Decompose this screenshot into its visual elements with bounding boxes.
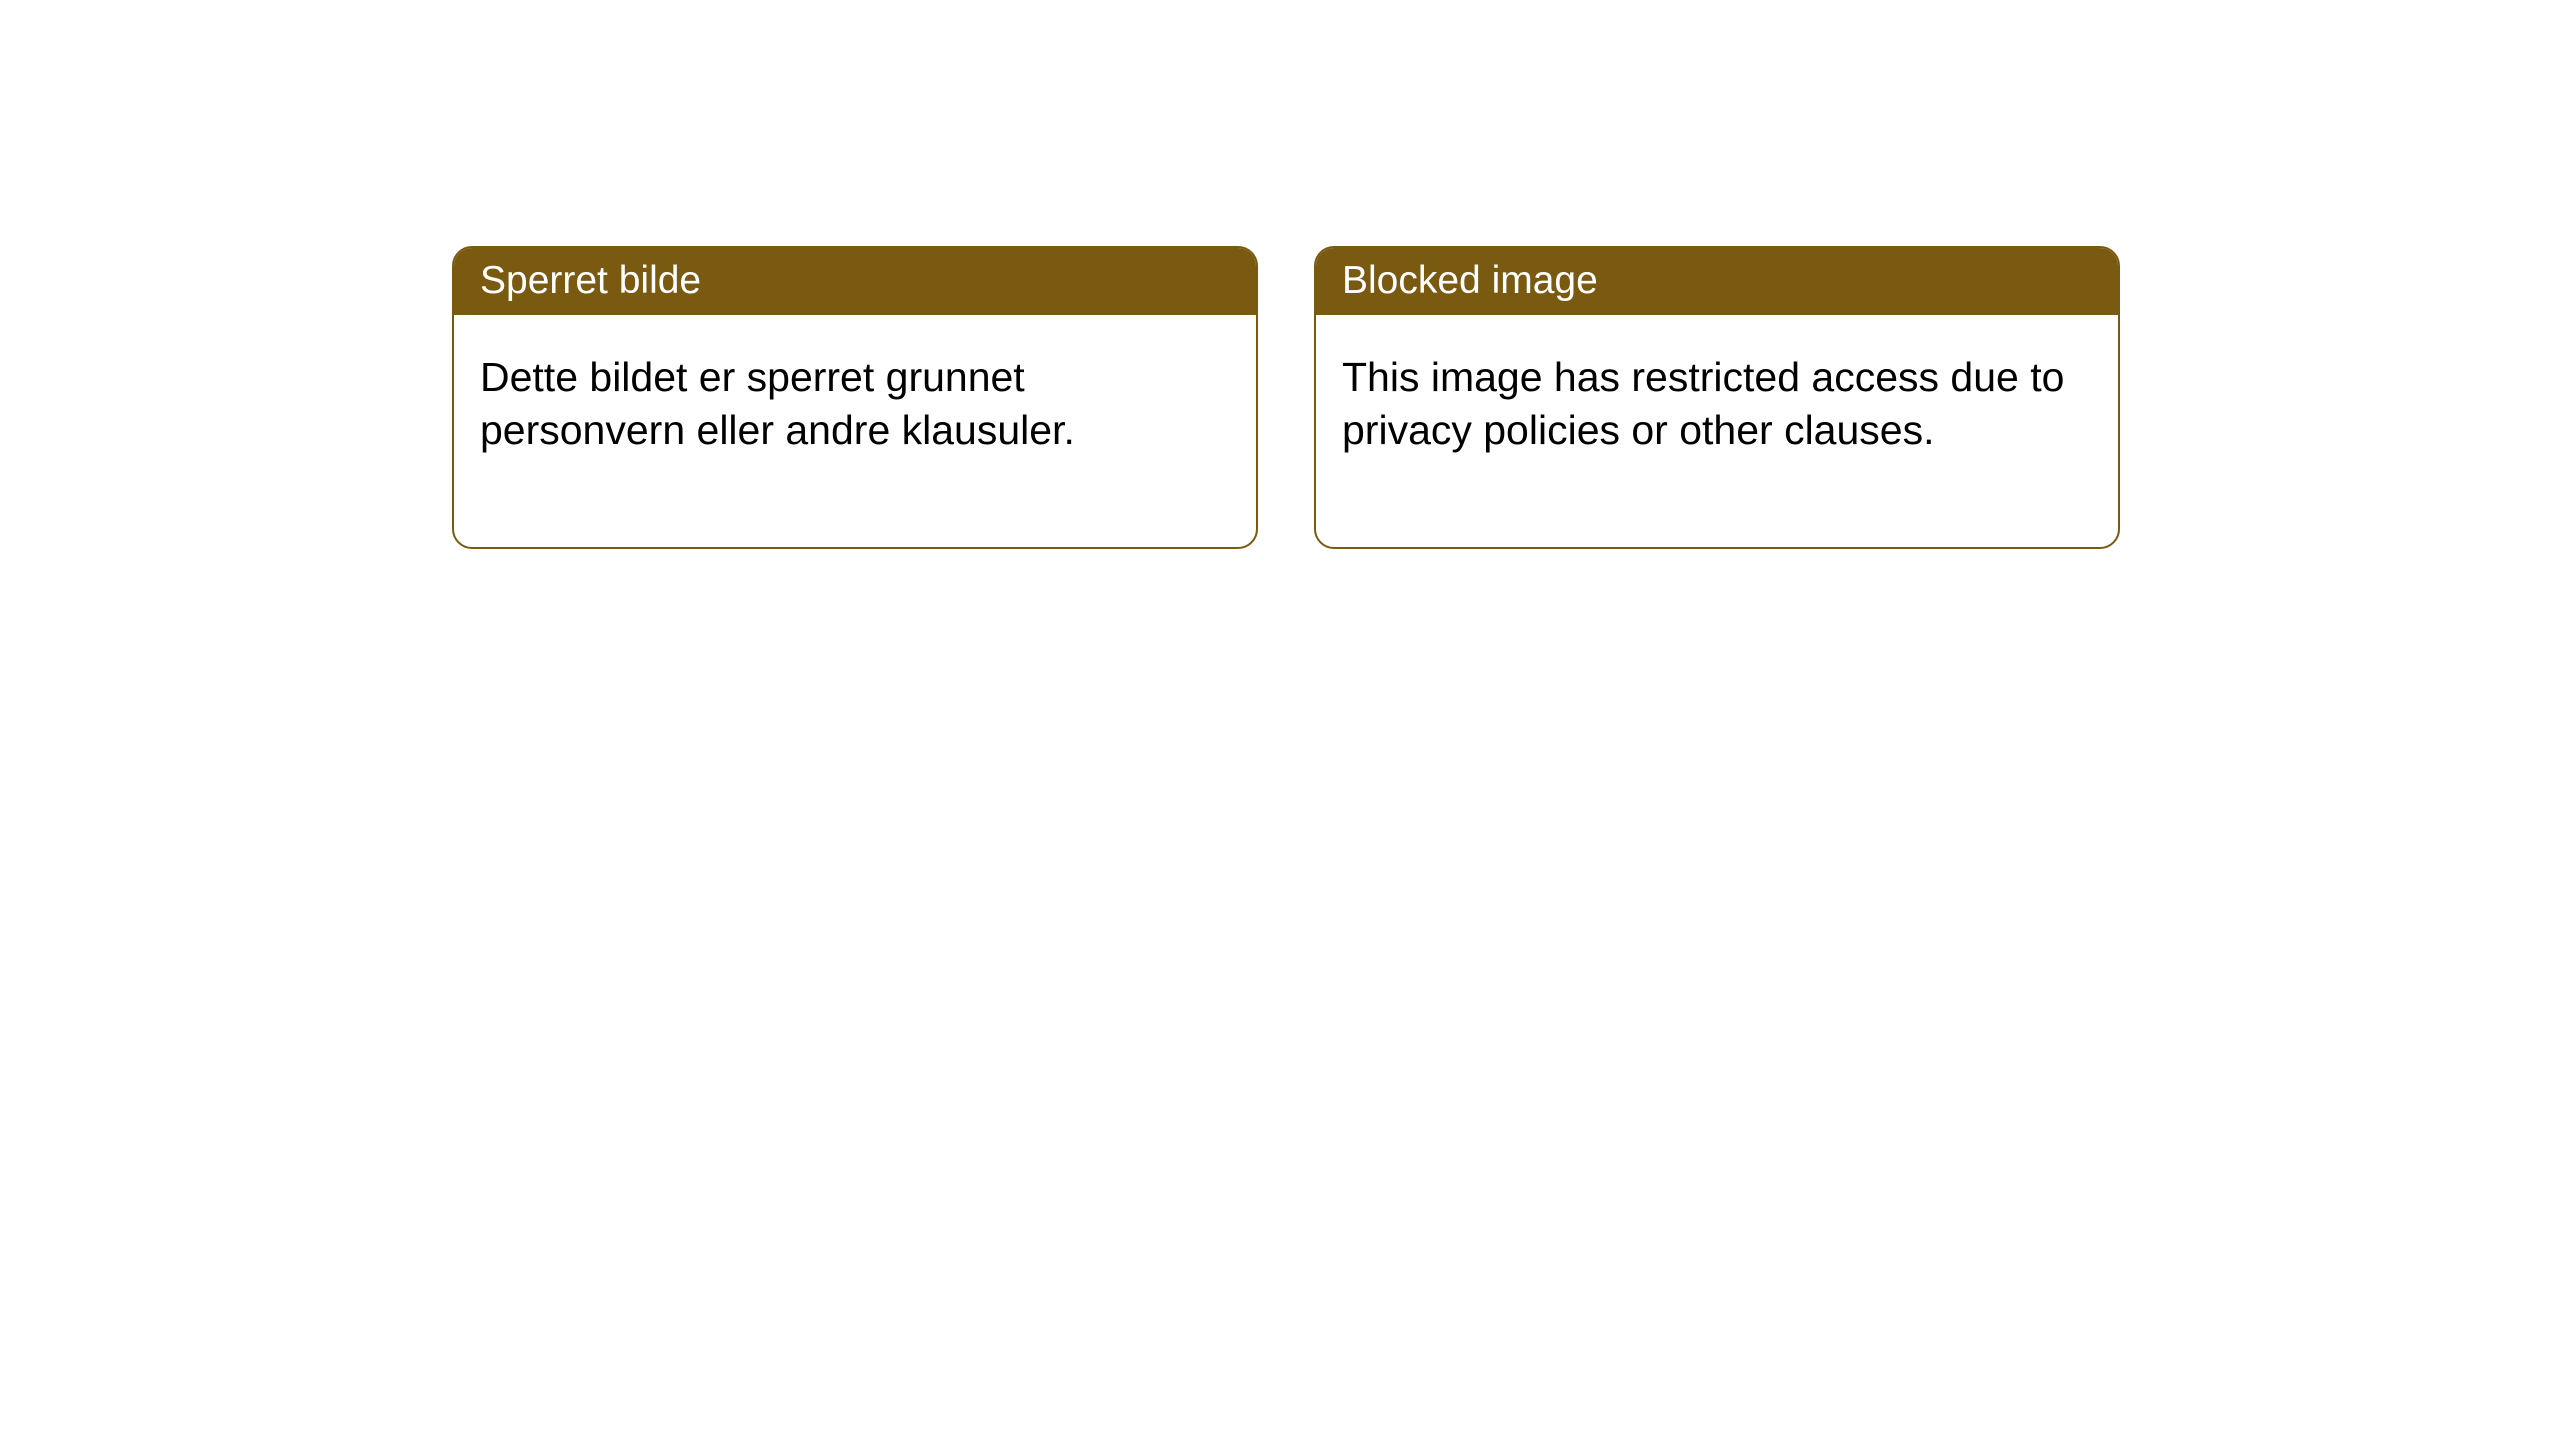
notice-card-english: Blocked image This image has restricted … [1314, 246, 2120, 549]
notice-title: Blocked image [1316, 248, 2118, 315]
notice-body: Dette bildet er sperret grunnet personve… [454, 315, 1256, 548]
notice-card-norwegian: Sperret bilde Dette bildet er sperret gr… [452, 246, 1258, 549]
notice-container: Sperret bilde Dette bildet er sperret gr… [0, 0, 2560, 549]
notice-title: Sperret bilde [454, 248, 1256, 315]
notice-body: This image has restricted access due to … [1316, 315, 2118, 548]
